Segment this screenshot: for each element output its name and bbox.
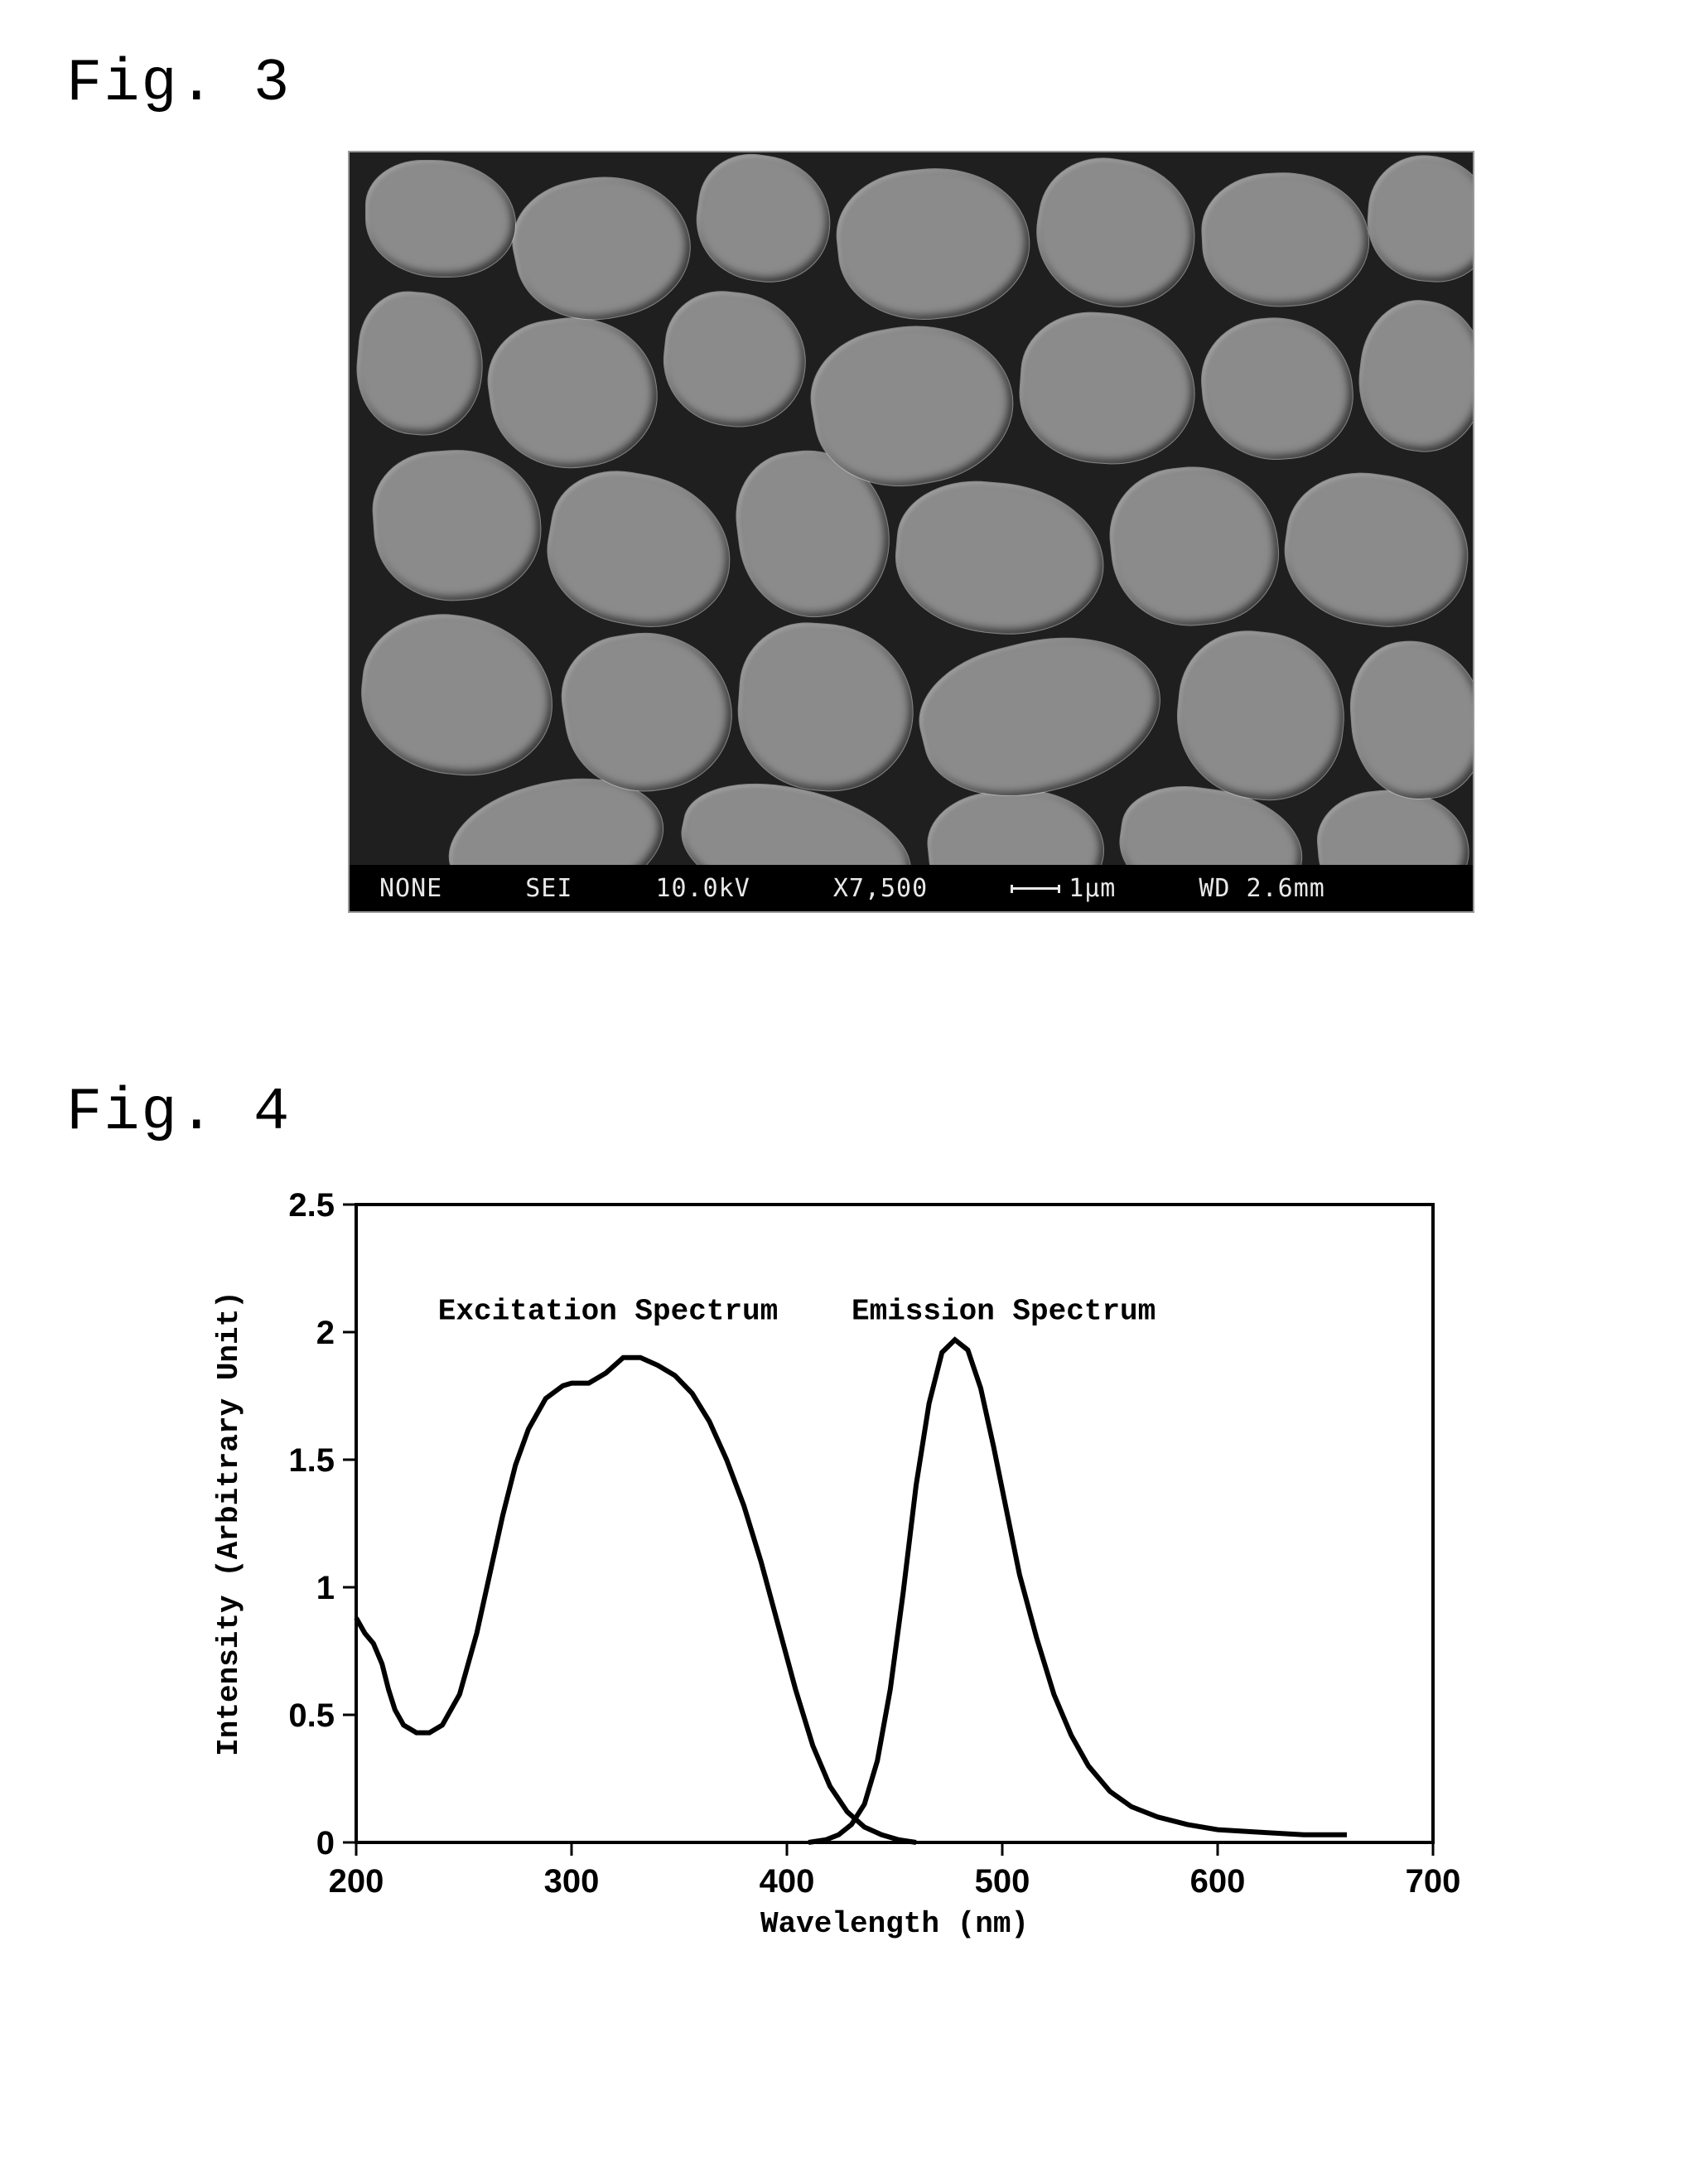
sem-footer-scale: 1µm: [1069, 874, 1116, 903]
sem-particle: [369, 445, 545, 606]
y-tick-label: 1: [316, 1570, 335, 1606]
series-label: Excitation Spectrum: [438, 1295, 778, 1329]
sem-particle: [1104, 459, 1286, 633]
sem-particle: [733, 619, 918, 796]
figure-3: Fig. 3 NONE SEI 10.0kV X7,500 1µm WD 2.6…: [66, 50, 1642, 913]
series-label: Emission Spectrum: [852, 1295, 1156, 1329]
sem-particle: [1199, 169, 1372, 310]
sem-image-container: NONE SEI 10.0kV X7,500 1µm WD 2.6mm: [348, 151, 1474, 913]
x-tick-label: 300: [544, 1863, 600, 1900]
y-tick-label: 0.5: [288, 1697, 335, 1734]
sem-footer-left: NONE: [379, 874, 442, 903]
figure-4: Fig. 4 200 300 400 500 600 700 0 0.5 1 1.5 2 2.5 Wav…: [66, 1079, 1642, 1942]
sem-particle: [1197, 311, 1358, 465]
sem-particle: [831, 159, 1036, 327]
sem-particle: [658, 287, 812, 433]
sem-footer-detector: SEI: [525, 874, 572, 903]
sem-footer-wd: WD 2.6mm: [1199, 874, 1325, 903]
figure-4-label: Fig. 4: [66, 1079, 1642, 1147]
sem-footer-voltage: 10.0kV: [655, 874, 750, 903]
scalebar-line: [1011, 887, 1060, 890]
figure-3-label: Fig. 3: [66, 50, 1642, 118]
sem-particle: [1025, 151, 1206, 318]
x-tick-label: 600: [1190, 1863, 1246, 1900]
sem-particle: [1170, 625, 1352, 807]
y-tick-label: 2: [316, 1315, 335, 1351]
spectrum-chart: 200 300 400 500 600 700 0 0.5 1 1.5 2 2.5 Wavelength…: [199, 1180, 1458, 1942]
sem-particle: [1347, 637, 1474, 804]
x-tick-label: 500: [975, 1863, 1030, 1900]
sem-particle: [355, 606, 561, 783]
sem-particle: [689, 151, 837, 289]
sem-particle: [1364, 152, 1474, 285]
series-curve: [356, 1358, 916, 1842]
series-curve: [808, 1340, 1347, 1842]
y-tick-label: 1.5: [288, 1442, 335, 1479]
x-tick-label: 200: [329, 1863, 384, 1900]
sem-footer-mag: X7,500: [833, 874, 928, 903]
y-tick-label: 2.5: [288, 1187, 335, 1224]
spectrum-chart-wrap: 200 300 400 500 600 700 0 0.5 1 1.5 2 2.5 Wavelength…: [199, 1180, 1607, 1942]
sem-particle: [890, 475, 1110, 641]
sem-micrograph: NONE SEI 10.0kV X7,500 1µm WD 2.6mm: [348, 151, 1474, 913]
sem-particle: [503, 161, 702, 335]
sem-footer-bar: NONE SEI 10.0kV X7,500 1µm WD 2.6mm: [350, 865, 1473, 911]
y-axis-label: Intensity (Arbitrary Unit): [212, 1291, 246, 1756]
sem-particle: [553, 621, 741, 803]
sem-particle: [366, 161, 515, 277]
sem-particle: [1352, 295, 1474, 458]
y-tick-label: 0: [316, 1825, 335, 1861]
sem-particle: [537, 461, 742, 639]
sem-particle: [907, 615, 1176, 818]
sem-particle: [1276, 464, 1474, 637]
sem-scalebar: 1µm: [1011, 874, 1116, 903]
sem-particle: [1016, 308, 1199, 469]
x-tick-label: 400: [760, 1863, 815, 1900]
sem-particle: [352, 288, 488, 439]
x-tick-label: 700: [1406, 1863, 1461, 1900]
x-axis-label: Wavelength (nm): [760, 1907, 1029, 1941]
sem-particle: [480, 307, 665, 478]
